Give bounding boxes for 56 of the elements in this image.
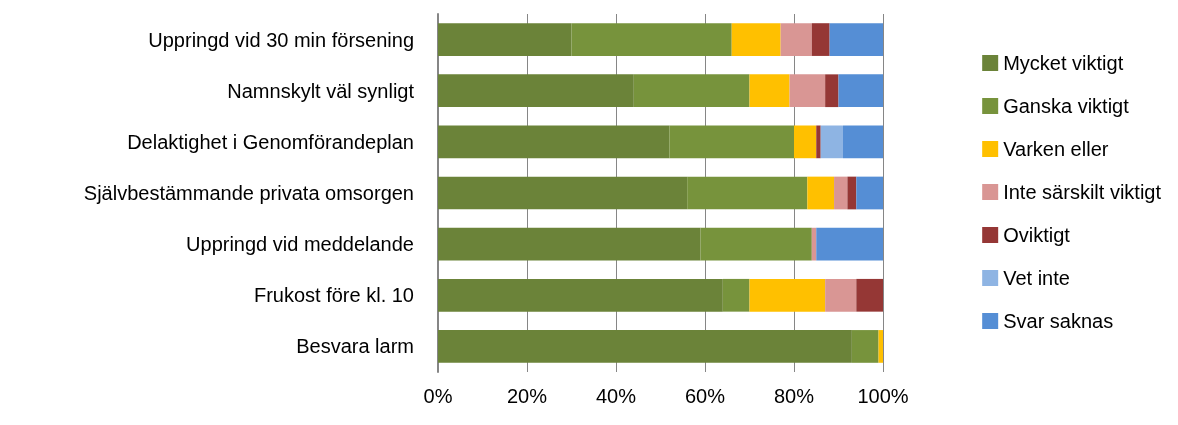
legend-label: Oviktigt [1003, 224, 1071, 246]
bar [687, 176, 808, 210]
bar [749, 278, 826, 312]
bar [749, 74, 790, 108]
bar [438, 176, 688, 210]
legend-label: Vet inte [1003, 267, 1070, 289]
bar [700, 227, 812, 261]
bar [838, 74, 883, 108]
bar [633, 74, 750, 108]
legend-label: Svar saknas [1003, 310, 1114, 332]
bar [856, 278, 883, 312]
x-tick-label: 100% [857, 385, 909, 407]
bar [571, 23, 732, 56]
bar [825, 74, 839, 108]
y-tick-label: Uppringd vid meddelande [186, 233, 414, 256]
bar [789, 74, 826, 108]
bar [825, 278, 857, 312]
y-tick-label: Besvara larm [296, 335, 414, 358]
bar [878, 330, 883, 363]
y-tick-label: Delaktighet i Genomförandeplan [127, 130, 414, 153]
bar [807, 176, 835, 210]
bar [438, 227, 701, 261]
bar [816, 125, 821, 159]
bar [816, 227, 883, 261]
x-tick-label: 40% [595, 385, 637, 407]
bar [842, 125, 883, 159]
bar [794, 125, 817, 159]
bar [811, 227, 817, 261]
bar [780, 23, 812, 56]
bar [722, 278, 750, 312]
bar [438, 125, 670, 159]
x-tick-label: 20% [506, 385, 548, 407]
x-tick-label: 0% [423, 385, 453, 407]
bar [856, 176, 883, 210]
x-tick-label: 60% [684, 385, 726, 407]
bar [829, 23, 883, 56]
bar [438, 330, 852, 363]
bar [669, 125, 794, 159]
bar [438, 74, 634, 108]
bar [731, 23, 781, 56]
y-tick-label: Uppringd vid 30 min försening [148, 28, 414, 51]
x-tick-label: 80% [773, 385, 815, 407]
legend-label: Mycket viktigt [1003, 52, 1124, 74]
bar [811, 23, 830, 56]
bar [820, 125, 843, 159]
y-tick-label: Frukost före kl. 10 [253, 284, 414, 307]
y-tick-label: Namnskylt väl synligt [227, 79, 415, 102]
bar [847, 176, 857, 210]
bar [834, 176, 848, 210]
legend-label: Ganska viktigt [1003, 95, 1130, 117]
bar [438, 278, 723, 312]
bar [438, 23, 572, 56]
y-tick-label: Självbestämmande privata omsorgen [83, 182, 414, 204]
bar [851, 330, 879, 363]
legend-label: Varken eller [1003, 138, 1109, 160]
legend-label: Inte särskilt viktigt [1003, 181, 1162, 203]
